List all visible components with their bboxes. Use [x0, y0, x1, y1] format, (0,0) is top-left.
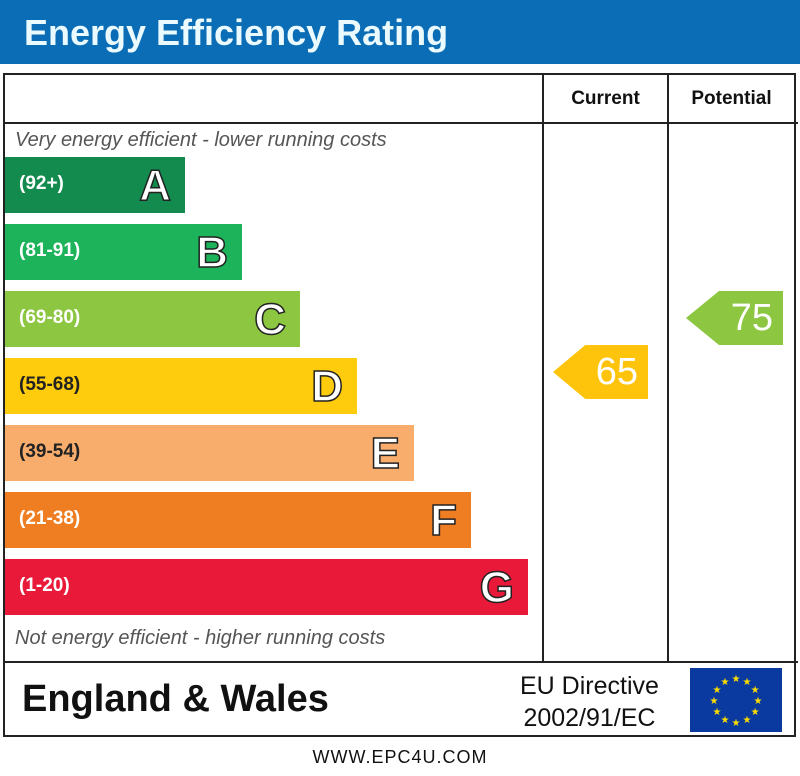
- band-letter: B: [195, 227, 228, 278]
- star-icon: ★: [743, 677, 752, 688]
- band-d: (55-68) D: [5, 358, 357, 414]
- bottom-note: Not energy efficient - higher running co…: [15, 627, 386, 649]
- directive-line1: EU Directive: [520, 672, 659, 700]
- star-icon: ★: [754, 696, 763, 707]
- eu-flag-icon: ★ ★ ★ ★ ★ ★ ★ ★ ★ ★ ★ ★: [690, 668, 782, 732]
- star-icon: ★: [751, 685, 760, 696]
- band-range: (1-20): [19, 575, 70, 596]
- band-e: (39-54) E: [5, 425, 414, 481]
- band-g: (1-20) G: [5, 559, 528, 615]
- eu-directive: EU Directive 2002/91/EC: [520, 670, 659, 734]
- band-letter: A: [138, 160, 171, 211]
- star-icon: ★: [721, 677, 730, 688]
- band-letter: G: [479, 562, 515, 613]
- divider: [3, 661, 798, 663]
- directive-line2: 2002/91/EC: [523, 704, 656, 732]
- website-url: WWW.EPC4U.COM: [312, 747, 488, 767]
- band-b: (81-91) B: [5, 224, 242, 280]
- divider: [667, 73, 669, 663]
- chart-title: Energy Efficiency Rating: [24, 12, 449, 53]
- current-header: Current: [571, 88, 640, 109]
- top-note: Very energy efficient - lower running co…: [15, 129, 387, 151]
- band-range: (92+): [19, 173, 64, 194]
- band-a: (92+) A: [5, 157, 185, 213]
- band-letter: D: [310, 361, 343, 412]
- divider: [3, 122, 798, 124]
- band-letter: F: [429, 495, 457, 546]
- band-range: (69-80): [19, 307, 81, 328]
- potential-rating-arrow: 75: [686, 291, 783, 345]
- star-icon: ★: [732, 674, 741, 685]
- band-letter: C: [253, 294, 286, 345]
- band-range: (81-91): [19, 240, 81, 261]
- band-c: (69-80) C: [5, 291, 300, 347]
- region-label: England & Wales: [22, 678, 329, 720]
- star-icon: ★: [751, 707, 760, 718]
- title-banner: Energy Efficiency Rating: [0, 0, 800, 64]
- star-icon: ★: [721, 715, 730, 726]
- band-range: (21-38): [19, 508, 81, 529]
- band-letter: E: [370, 428, 401, 479]
- potential-rating-value: 75: [730, 297, 773, 339]
- band-range: (39-54): [19, 441, 81, 462]
- star-icon: ★: [712, 685, 721, 696]
- star-icon: ★: [710, 696, 719, 707]
- potential-header: Potential: [691, 88, 772, 109]
- star-icon: ★: [712, 707, 721, 718]
- current-rating-value: 65: [595, 351, 638, 393]
- band-range: (55-68): [19, 374, 81, 395]
- star-icon: ★: [743, 715, 752, 726]
- rating-table: [3, 73, 796, 737]
- star-icon: ★: [732, 718, 741, 729]
- divider: [542, 73, 544, 663]
- band-f: (21-38) F: [5, 492, 471, 548]
